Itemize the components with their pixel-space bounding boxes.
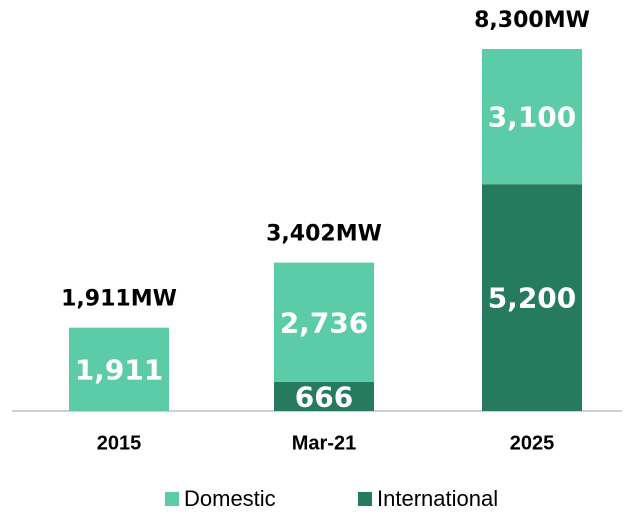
total-label: 1,911MW: [61, 287, 177, 312]
x-tick-label: 2015: [97, 432, 142, 454]
bar-segment: [69, 327, 169, 411]
value-label: 1,911: [75, 353, 164, 386]
total-label: 8,300MW: [474, 8, 590, 33]
bar-segment: [274, 262, 374, 382]
value-label: 2,736: [280, 306, 369, 339]
value-label: 3,100: [488, 101, 577, 134]
legend-swatch: [165, 492, 179, 506]
legend-label: Domestic: [184, 486, 276, 511]
legend-swatch: [358, 492, 372, 506]
x-tick-label: 2025: [510, 432, 555, 454]
bar-segment: [274, 381, 374, 411]
bar-segment: [482, 49, 582, 185]
total-label: 3,402MW: [266, 222, 382, 247]
legend-label: International: [377, 486, 498, 511]
x-tick-label: Mar-21: [292, 432, 356, 454]
value-label: 666: [295, 380, 353, 413]
value-label: 5,200: [488, 282, 577, 315]
bar-segment: [482, 184, 582, 411]
